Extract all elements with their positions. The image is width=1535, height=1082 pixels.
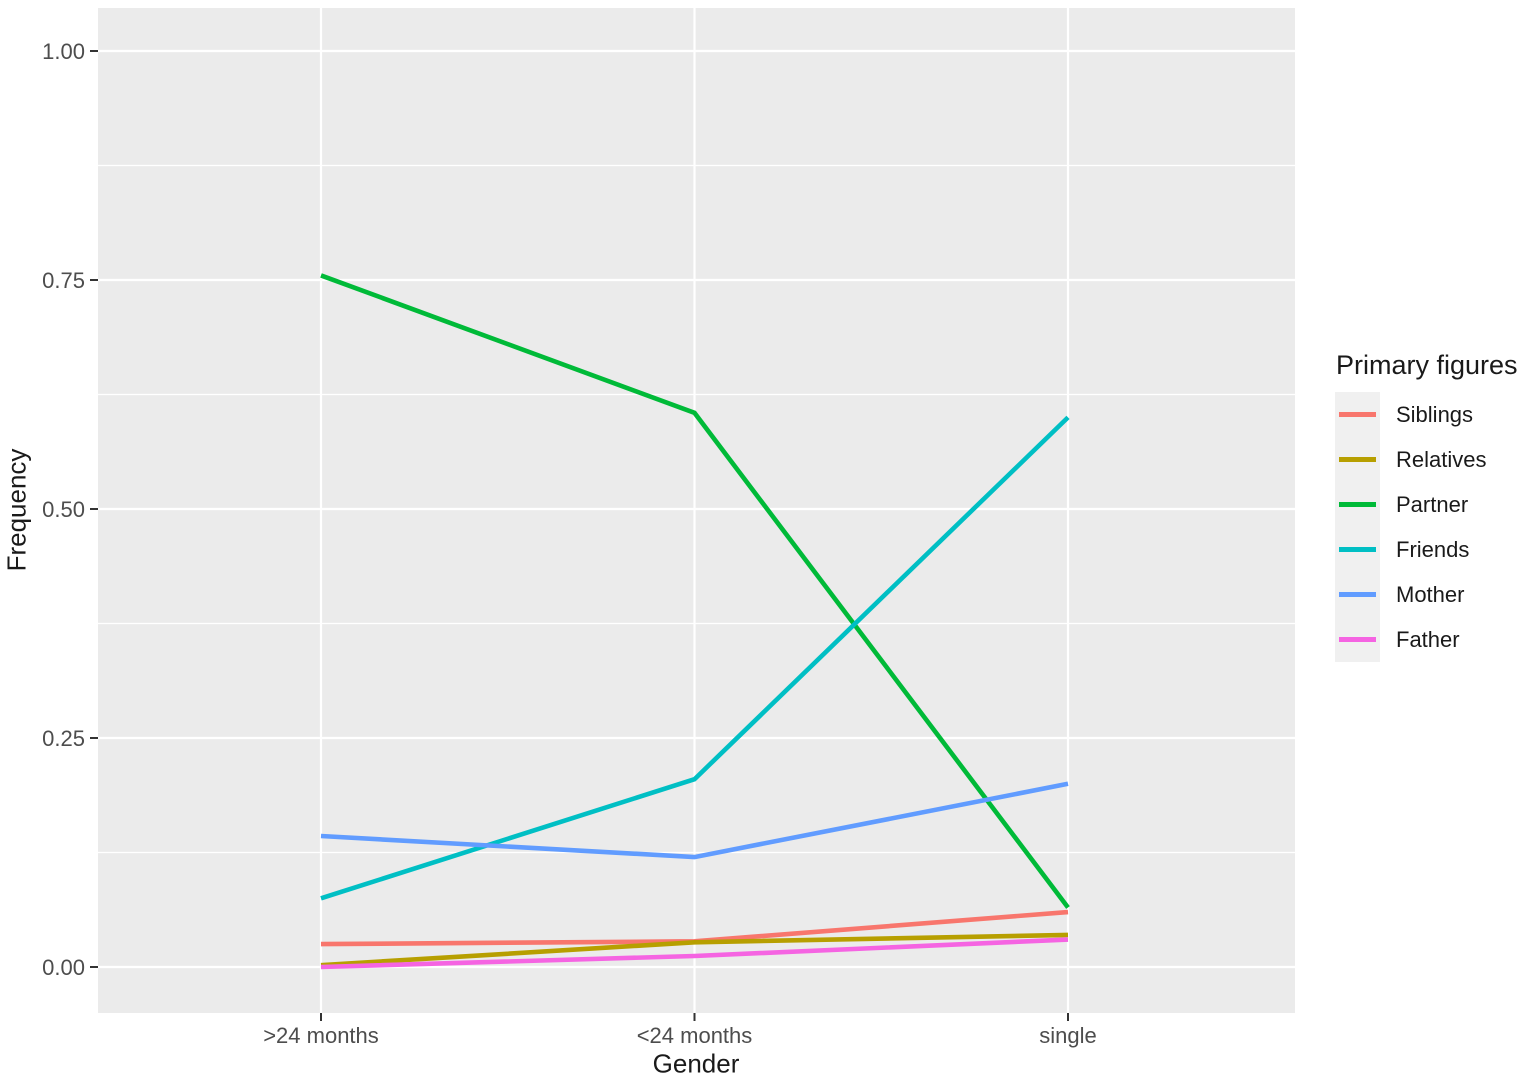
legend-label: Mother (1396, 581, 1465, 607)
plot-panel (98, 8, 1295, 1013)
legend-item-father: Father (1335, 617, 1518, 662)
legend-key (1335, 437, 1380, 482)
x-axis-title: Gender (652, 1048, 740, 1079)
series-line-relatives (320, 932, 1069, 968)
legend-item-siblings: Siblings (1335, 392, 1518, 437)
legend-line-swatch-icon (1339, 637, 1376, 642)
legend-item-friends: Friends (1335, 527, 1518, 572)
legend-label: Siblings (1396, 401, 1474, 427)
legend-entries: Siblings Relatives Partner Friends Mother Fat… (1335, 392, 1518, 662)
legend-key (1335, 572, 1380, 617)
legend-key (1335, 482, 1380, 527)
legend-label: Partner (1396, 491, 1469, 517)
legend-item-relatives: Relatives (1335, 437, 1518, 482)
series-line-mother (320, 781, 1069, 860)
series-line-partner (320, 273, 1070, 909)
legend-key (1335, 392, 1380, 437)
legend-item-partner: Partner (1335, 482, 1518, 527)
y-tick-label: 1.00 (42, 39, 85, 64)
legend-line-swatch-icon (1339, 547, 1376, 552)
legend: Primary figures Siblings Relatives Partner… (1335, 350, 1518, 662)
y-tick-label: 0.50 (42, 497, 85, 522)
y-tick-label: 0.00 (42, 955, 85, 980)
y-tick-label: 0.75 (42, 268, 85, 293)
legend-item-mother: Mother (1335, 572, 1518, 617)
legend-line-swatch-icon (1339, 457, 1376, 462)
y-tick-label: 0.25 (42, 726, 85, 751)
series-line-father (320, 937, 1069, 970)
legend-key (1335, 527, 1380, 572)
series-line-friends (320, 415, 1070, 901)
legend-title: Primary figures (1336, 350, 1518, 380)
x-tick-label: >24 months (263, 1023, 379, 1048)
legend-label: Relatives (1396, 446, 1487, 472)
legend-line-swatch-icon (1339, 502, 1376, 507)
x-tick-label: <24 months (637, 1023, 753, 1048)
y-axis-title: Frequency (1, 448, 32, 572)
legend-label: Father (1396, 626, 1460, 652)
legend-label: Friends (1396, 536, 1470, 562)
x-tick-label: single (1039, 1023, 1096, 1048)
legend-key (1335, 617, 1380, 662)
legend-line-swatch-icon (1339, 412, 1376, 417)
legend-line-swatch-icon (1339, 592, 1376, 597)
